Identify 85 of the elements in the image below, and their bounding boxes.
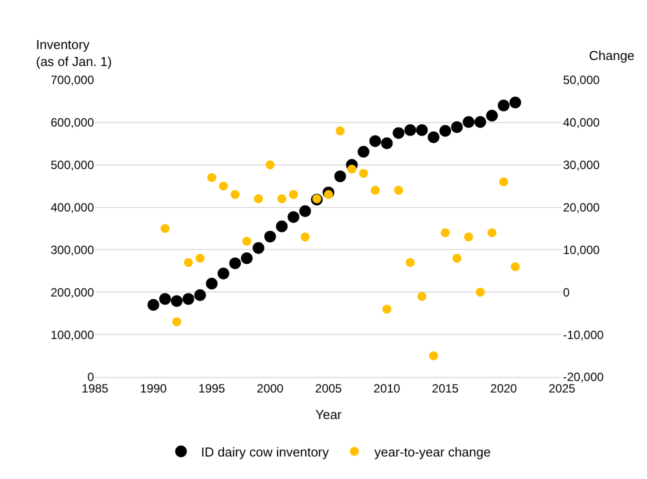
point (300, 232, 310, 242)
y2-tick-label: 20,000 (563, 200, 600, 214)
legend-label: year-to-year change (374, 444, 491, 460)
y2-axis-title: Change (589, 48, 635, 63)
point (428, 131, 440, 144)
point (429, 351, 438, 360)
point (159, 293, 171, 305)
point (510, 262, 520, 272)
point (417, 292, 426, 301)
point (358, 146, 370, 158)
point (288, 211, 300, 223)
y2-tick-label: 10,000 (563, 242, 600, 257)
point (288, 190, 298, 200)
point (499, 177, 508, 186)
point (359, 168, 368, 178)
point (451, 121, 463, 133)
legend-label: ID dairy cow inventory (201, 444, 330, 460)
x-tick-label: 2005 (315, 381, 342, 396)
y2-tick-label: -10,000 (563, 328, 604, 342)
point (406, 258, 415, 267)
point (440, 228, 450, 238)
point (347, 164, 356, 174)
point (439, 125, 452, 137)
point (160, 224, 170, 233)
point (206, 278, 218, 290)
point (474, 116, 486, 128)
point (334, 170, 346, 182)
point (230, 190, 240, 200)
point (498, 100, 510, 112)
point (452, 254, 462, 263)
point (324, 190, 333, 200)
point (252, 242, 264, 254)
y-tick-label: 400,000 (50, 200, 94, 214)
point (369, 135, 382, 147)
y2-tick-label: 50,000 (563, 73, 600, 88)
point (170, 295, 183, 307)
point (196, 254, 205, 263)
y-tick-label: 300,000 (50, 242, 94, 257)
point (381, 137, 393, 150)
y2-tick-label: 40,000 (563, 116, 600, 130)
x-axis-title: Year (315, 407, 342, 422)
point (394, 186, 404, 195)
x-tick-label: 2010 (374, 381, 401, 396)
point (264, 230, 276, 242)
y2-tick-label: 0 (563, 285, 570, 300)
point (254, 194, 263, 204)
point (148, 299, 160, 311)
point (382, 304, 392, 314)
point (370, 186, 380, 195)
y-tick-label: 100,000 (50, 328, 94, 342)
x-tick-label: 2000 (256, 381, 284, 396)
point (218, 268, 230, 280)
point (336, 126, 345, 136)
point (218, 182, 228, 191)
point (194, 289, 206, 301)
point (182, 293, 194, 305)
point (464, 232, 474, 242)
point (299, 205, 311, 217)
y-axis-title: Inventory (as of Jan. 1) (36, 37, 112, 69)
x-tick-label: 1995 (198, 381, 226, 396)
y-tick-label: 600,000 (50, 116, 94, 130)
point (207, 173, 216, 182)
y2-tick-label: 30,000 (563, 158, 600, 172)
point (242, 236, 252, 246)
point (240, 252, 253, 264)
y-tick-label: 200,000 (50, 285, 94, 300)
point (509, 96, 522, 108)
y-tick-label: 700,000 (50, 73, 94, 88)
point (229, 257, 241, 270)
point (277, 194, 286, 204)
x-tick-label: 2015 (432, 381, 459, 396)
point (487, 228, 496, 238)
point (486, 110, 498, 122)
point (416, 124, 428, 136)
point (404, 124, 416, 136)
x-tick-label: 2020 (490, 381, 518, 396)
point (276, 220, 288, 232)
point (184, 258, 193, 267)
point (462, 116, 474, 128)
point (392, 127, 404, 139)
point (266, 160, 275, 170)
y-tick-label: 500,000 (50, 158, 94, 172)
x-tick-label: 1990 (140, 381, 168, 396)
point (476, 288, 485, 297)
point (172, 317, 182, 326)
